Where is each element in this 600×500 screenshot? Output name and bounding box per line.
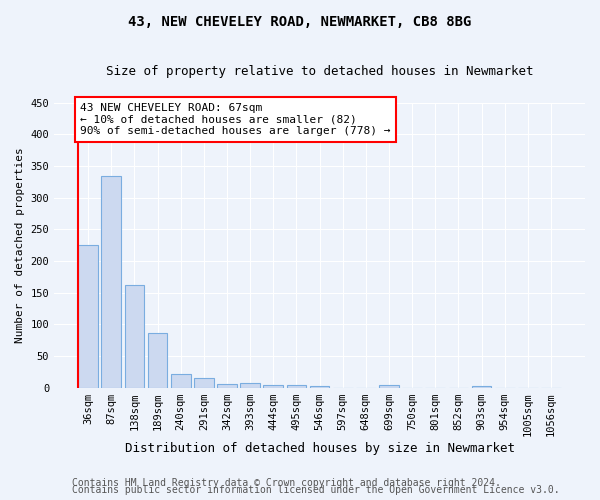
Bar	[287, 386, 306, 388]
Bar	[217, 384, 237, 388]
Y-axis label: Number of detached properties: Number of detached properties	[15, 148, 25, 343]
Text: 43 NEW CHEVELEY ROAD: 67sqm
← 10% of detached houses are smaller (82)
90% of sem: 43 NEW CHEVELEY ROAD: 67sqm ← 10% of det…	[80, 103, 391, 136]
Text: Contains public sector information licensed under the Open Government Licence v3: Contains public sector information licen…	[72, 485, 560, 495]
Text: Contains HM Land Registry data © Crown copyright and database right 2024.: Contains HM Land Registry data © Crown c…	[72, 478, 501, 488]
Bar	[101, 176, 121, 388]
Bar	[148, 332, 167, 388]
Bar	[310, 386, 329, 388]
Bar	[78, 246, 98, 388]
Bar	[194, 378, 214, 388]
Bar	[171, 374, 191, 388]
Bar	[125, 284, 144, 388]
Bar	[241, 383, 260, 388]
Bar	[263, 386, 283, 388]
X-axis label: Distribution of detached houses by size in Newmarket: Distribution of detached houses by size …	[125, 442, 515, 455]
Bar	[379, 386, 399, 388]
Text: 43, NEW CHEVELEY ROAD, NEWMARKET, CB8 8BG: 43, NEW CHEVELEY ROAD, NEWMARKET, CB8 8B…	[128, 15, 472, 29]
Bar	[472, 386, 491, 388]
Title: Size of property relative to detached houses in Newmarket: Size of property relative to detached ho…	[106, 65, 533, 78]
